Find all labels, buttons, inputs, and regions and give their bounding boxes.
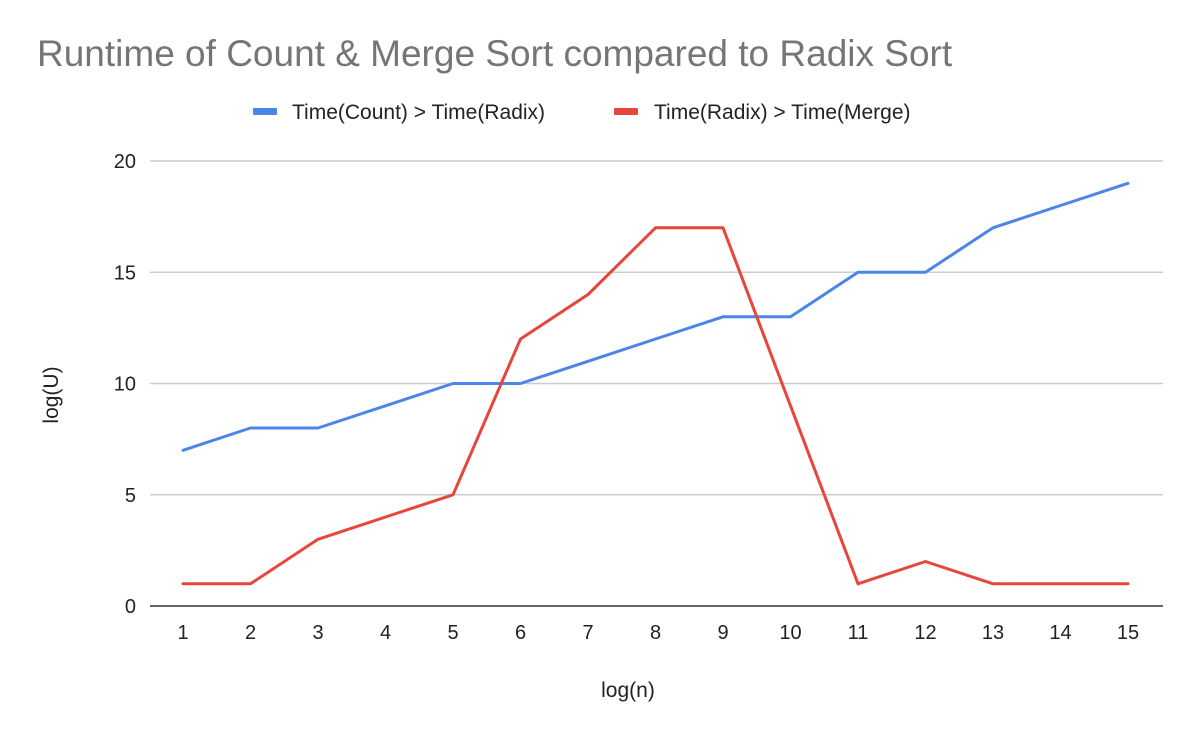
x-tick-label-10: 10 bbox=[779, 622, 801, 644]
data-point-s0-x2 bbox=[249, 426, 253, 430]
gridlines bbox=[150, 160, 1163, 607]
data-point-s1-x9 bbox=[721, 226, 725, 230]
data-point-s1-x2 bbox=[249, 582, 253, 586]
y-tick-label-15: 15 bbox=[114, 262, 136, 284]
x-tick-label-3: 3 bbox=[312, 622, 323, 644]
data-point-s0-x13 bbox=[991, 226, 995, 230]
data-point-s1-x8 bbox=[654, 226, 658, 230]
chart-title: Runtime of Count & Merge Sort compared t… bbox=[37, 33, 953, 74]
data-point-s1-x13 bbox=[991, 582, 995, 586]
data-point-s0-x10 bbox=[789, 315, 793, 319]
data-point-s1-x6 bbox=[519, 337, 523, 341]
x-tick-label-9: 9 bbox=[717, 622, 728, 644]
series-lines bbox=[181, 181, 1130, 586]
x-tick-label-14: 14 bbox=[1049, 622, 1071, 644]
y-axis-label: log(U) bbox=[40, 366, 63, 423]
x-tick-label-11: 11 bbox=[848, 622, 869, 644]
y-axis-ticks: 0 5 10 15 20 bbox=[114, 151, 136, 618]
series-line-1 bbox=[181, 226, 1130, 586]
x-tick-label-7: 7 bbox=[582, 622, 593, 644]
data-point-s1-x12 bbox=[924, 560, 928, 564]
legend-label-merge: Time(Radix) > Time(Merge) bbox=[654, 101, 911, 124]
series-line-0 bbox=[181, 181, 1130, 452]
data-point-s0-x3 bbox=[316, 426, 320, 430]
data-point-s1-x4 bbox=[384, 515, 388, 519]
data-point-s0-x14 bbox=[1059, 204, 1063, 208]
y-tick-label-5: 5 bbox=[125, 485, 136, 507]
x-tick-label-15: 15 bbox=[1117, 622, 1139, 644]
data-point-s0-x4 bbox=[384, 404, 388, 408]
data-point-s1-x14 bbox=[1059, 582, 1063, 586]
data-point-s0-x7 bbox=[586, 359, 590, 363]
x-tick-label-13: 13 bbox=[982, 622, 1004, 644]
data-point-s1-x3 bbox=[316, 537, 320, 541]
data-point-s0-x11 bbox=[856, 270, 860, 274]
data-point-s0-x6 bbox=[519, 382, 523, 386]
data-point-s1-x11 bbox=[856, 582, 860, 586]
data-point-s1-x7 bbox=[586, 293, 590, 297]
data-point-s0-x8 bbox=[654, 337, 658, 341]
x-tick-label-6: 6 bbox=[515, 622, 526, 644]
x-axis-label: log(n) bbox=[601, 679, 655, 702]
data-point-s1-x10 bbox=[789, 404, 793, 408]
data-point-s1-x5 bbox=[451, 493, 455, 497]
x-tick-label-12: 12 bbox=[914, 622, 936, 644]
data-point-s1-x15 bbox=[1126, 582, 1130, 586]
data-point-s0-x12 bbox=[924, 270, 928, 274]
y-tick-label-10: 10 bbox=[114, 374, 136, 396]
y-tick-label-20: 20 bbox=[114, 151, 136, 173]
data-point-s0-x1 bbox=[181, 448, 185, 452]
x-tick-label-5: 5 bbox=[447, 622, 458, 644]
data-point-s0-x5 bbox=[451, 382, 455, 386]
legend: Time(Count) > Time(Radix) Time(Radix) > … bbox=[253, 101, 911, 124]
data-point-s1-x1 bbox=[181, 582, 185, 586]
y-tick-label-0: 0 bbox=[125, 596, 136, 618]
x-tick-label-8: 8 bbox=[650, 622, 661, 644]
legend-swatch-merge bbox=[614, 108, 638, 115]
legend-label-count: Time(Count) > Time(Radix) bbox=[292, 101, 545, 124]
x-tick-label-4: 4 bbox=[380, 622, 391, 644]
legend-swatch-count bbox=[253, 108, 277, 115]
x-axis-ticks: 1 2 3 4 5 6 7 8 9 10 11 12 13 14 15 bbox=[177, 622, 1139, 644]
data-point-s0-x15 bbox=[1126, 181, 1130, 185]
data-point-s0-x9 bbox=[721, 315, 725, 319]
x-tick-label-2: 2 bbox=[245, 622, 256, 644]
x-tick-label-1: 1 bbox=[177, 622, 188, 644]
